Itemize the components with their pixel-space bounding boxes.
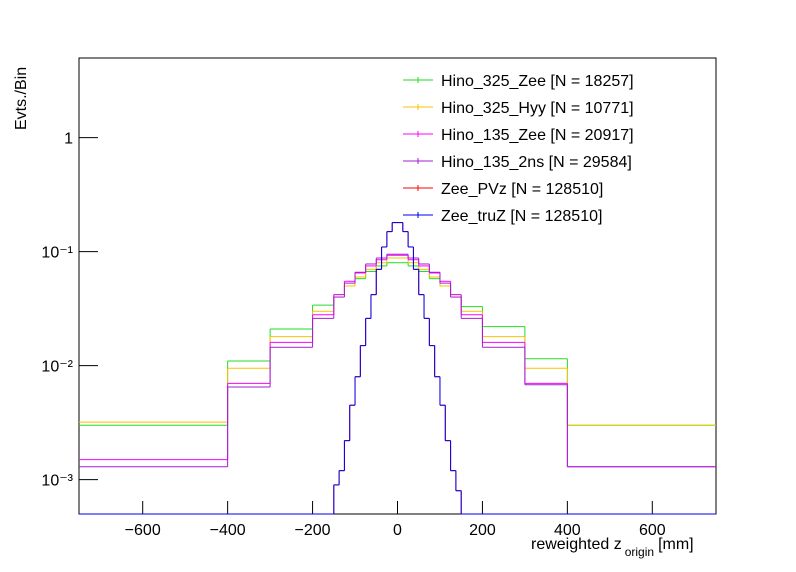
legend-label: Hino_135_2ns [N = 29584] [441, 154, 632, 171]
x-axis-label-main: reweighted z [531, 536, 622, 553]
legend-label: Zee_PVz [N = 128510] [441, 181, 603, 198]
x-axis-label-unit: [mm] [658, 536, 694, 553]
x-tick-label: −200 [295, 522, 331, 539]
legend-label: Hino_325_Zee [N = 18257] [441, 73, 634, 90]
histogram-series [79, 222, 716, 515]
histogram-series [79, 253, 716, 468]
legend-label: Zee_truZ [N = 128510] [441, 208, 602, 225]
x-tick-label: 200 [469, 522, 496, 539]
x-axis-label-sub: origin [625, 545, 654, 559]
x-tick-label: 0 [393, 522, 402, 539]
y-tick-label: 1 [64, 131, 73, 148]
x-tick-label: −400 [210, 522, 246, 539]
legend-label: Hino_135_Zee [N = 20917] [441, 127, 634, 144]
y-tick-label: 10⁻² [41, 359, 73, 376]
x-tick-label: 600 [639, 522, 666, 539]
y-tick-label: 10⁻¹ [41, 245, 73, 262]
x-tick-label: 400 [554, 522, 581, 539]
y-axis-label: Evts./Bin [13, 67, 30, 130]
y-tick-label: 10⁻³ [41, 473, 73, 490]
legend-label: Hino_325_Hyy [N = 10771] [441, 100, 634, 117]
x-tick-label: −600 [125, 522, 161, 539]
x-axis-label: reweighted z origin [mm] [531, 536, 694, 559]
